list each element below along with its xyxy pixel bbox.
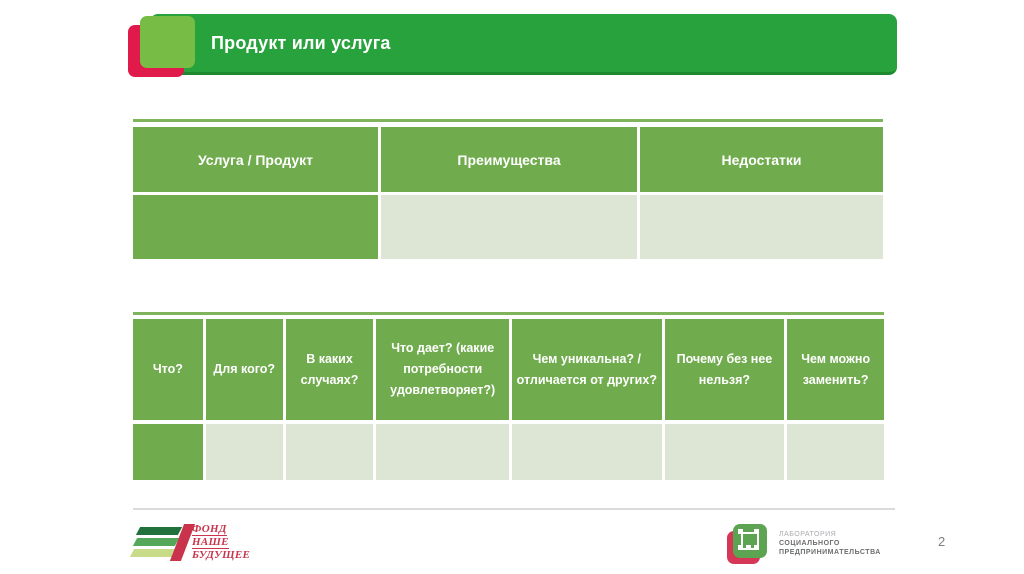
data-cell-empty bbox=[381, 195, 637, 259]
table-data-row bbox=[133, 424, 884, 480]
data-cell-empty bbox=[787, 424, 884, 480]
table-header-row: Что? Для кого? В каких случаях? Что дает… bbox=[133, 319, 884, 420]
lab-logo-green-square bbox=[733, 524, 767, 558]
lab-logo-line: ЛАБОРАТОРИЯ bbox=[779, 531, 837, 538]
fond-logo-text: ФОНД НАШЕ БУДУЩЕЕ bbox=[192, 523, 250, 561]
data-cell-empty bbox=[133, 424, 203, 480]
logo-stripe-light-green bbox=[129, 549, 177, 557]
footer-divider bbox=[133, 508, 895, 510]
logo-stripe-green bbox=[132, 538, 180, 546]
header-cell-advantages: Преимущества bbox=[381, 127, 637, 192]
fond-logo-line: НАШЕ bbox=[192, 536, 229, 549]
table-data-row bbox=[133, 195, 883, 259]
title-banner: Продукт или услуга bbox=[150, 14, 897, 75]
data-cell-empty bbox=[512, 424, 662, 480]
fond-logo-line: БУДУЩЕЕ bbox=[192, 549, 251, 561]
data-cell-empty bbox=[285, 424, 374, 480]
fond-logo-line: ФОНД bbox=[192, 523, 227, 536]
page-title: Продукт или услуга bbox=[211, 32, 391, 53]
products-table: Услуга / Продукт Преимущества Недостатки bbox=[133, 119, 883, 260]
page-number: 2 bbox=[938, 534, 946, 549]
lab-logo-line: ПРЕДПРИНИМАТЕЛЬСТВА bbox=[779, 549, 881, 556]
data-cell-empty bbox=[376, 424, 510, 480]
lab-logo-frame-dot bbox=[738, 545, 743, 550]
header-cell-replacement: Чем можно заменить? bbox=[787, 319, 884, 420]
header-cell-for-whom: Для кого? bbox=[205, 319, 283, 420]
table-top-border bbox=[133, 119, 883, 122]
header-cell-what-gives: Что дает? (какие потребности удовлетворя… bbox=[376, 319, 510, 420]
header-cell-why-essential: Почему без нее нельзя? bbox=[664, 319, 785, 420]
lab-logo-line: СОЦИАЛЬНОГО bbox=[779, 540, 840, 547]
lab-logo-frame-dot bbox=[754, 529, 759, 534]
details-table: Что? Для кого? В каких случаях? Что дает… bbox=[133, 312, 884, 480]
lab-logo-text: ЛАБОРАТОРИЯ СОЦИАЛЬНОГО ПРЕДПРИНИМАТЕЛЬС… bbox=[779, 530, 881, 557]
data-cell-empty bbox=[205, 424, 283, 480]
logo-stripe-dark-green bbox=[135, 527, 183, 535]
data-cell-empty bbox=[664, 424, 785, 480]
table-top-border bbox=[133, 312, 884, 315]
lab-logo-frame-dot bbox=[738, 529, 743, 534]
fond-nashe-budushchee-logo: ФОНД НАШЕ БУДУЩЕЕ bbox=[129, 522, 250, 564]
table-header-row: Услуга / Продукт Преимущества Недостатки bbox=[133, 127, 883, 192]
header-cell-what: Что? bbox=[133, 319, 203, 420]
lab-logo-frame-dot bbox=[754, 545, 759, 550]
header-cell-service-product: Услуга / Продукт bbox=[133, 127, 378, 192]
header-cell-disadvantages: Недостатки bbox=[640, 127, 883, 192]
accent-green-square bbox=[140, 16, 195, 68]
header-cell-in-what-cases: В каких случаях? bbox=[285, 319, 374, 420]
social-lab-logo: ЛАБОРАТОРИЯ СОЦИАЛЬНОГО ПРЕДПРИНИМАТЕЛЬС… bbox=[727, 524, 907, 566]
lab-logo-frame-dot bbox=[746, 545, 751, 550]
header-cell-uniqueness: Чем уникальна? / отличается от других? bbox=[512, 319, 662, 420]
data-cell-empty bbox=[133, 195, 378, 259]
data-cell-empty bbox=[640, 195, 883, 259]
